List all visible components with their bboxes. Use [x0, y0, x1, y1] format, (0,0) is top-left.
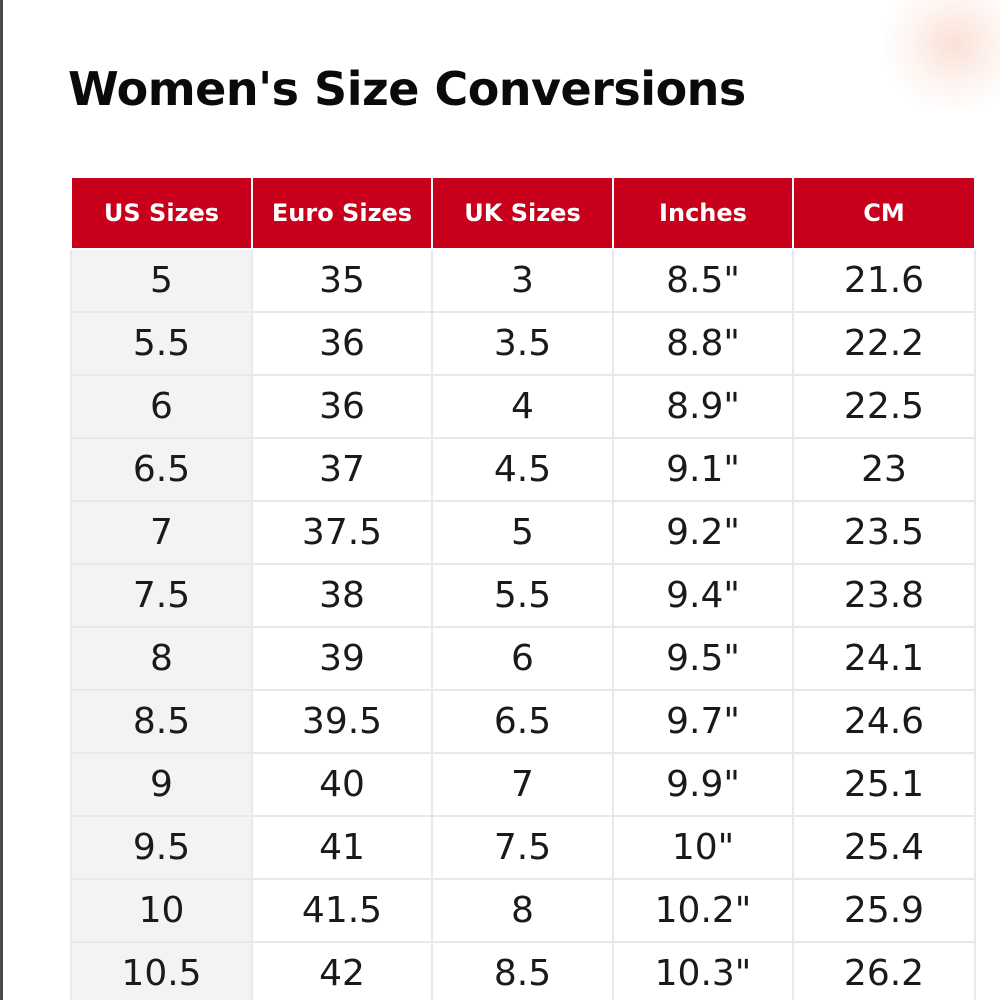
cm-cell: 25.1 — [792, 752, 976, 817]
table-row: 10.5 42 8.5 10.3" 26.2 — [70, 941, 976, 1000]
table-row: 9 40 7 9.9" 25.1 — [70, 752, 976, 817]
euro-size-cell: 35 — [251, 248, 433, 313]
uk-size-cell: 5 — [431, 500, 614, 565]
euro-size-cell: 37 — [251, 437, 433, 502]
table-row: 7 37.5 5 9.2" 23.5 — [70, 500, 976, 565]
us-size-cell: 8 — [70, 626, 253, 691]
inches-cell: 9.2" — [612, 500, 794, 565]
page-title: Women's Size Conversions — [68, 62, 746, 116]
inches-cell: 8.5" — [612, 248, 794, 313]
us-size-cell: 7.5 — [70, 563, 253, 628]
euro-size-cell: 36 — [251, 374, 433, 439]
uk-size-cell: 7 — [431, 752, 614, 817]
uk-size-cell: 6.5 — [431, 689, 614, 754]
inches-cell: 10.3" — [612, 941, 794, 1000]
column-header-uk-sizes: UK Sizes — [431, 176, 614, 250]
inches-cell: 8.8" — [612, 311, 794, 376]
table-row: 7.5 38 5.5 9.4" 23.8 — [70, 563, 976, 628]
uk-size-cell: 3 — [431, 248, 614, 313]
cm-cell: 24.6 — [792, 689, 976, 754]
cm-cell: 22.2 — [792, 311, 976, 376]
euro-size-cell: 39.5 — [251, 689, 433, 754]
euro-size-cell: 38 — [251, 563, 433, 628]
us-size-cell: 9 — [70, 752, 253, 817]
inches-cell: 9.1" — [612, 437, 794, 502]
euro-size-cell: 39 — [251, 626, 433, 691]
uk-size-cell: 8.5 — [431, 941, 614, 1000]
table-row: 8.5 39.5 6.5 9.7" 24.6 — [70, 689, 976, 754]
us-size-cell: 10 — [70, 878, 253, 943]
page-left-border — [0, 0, 3, 1000]
inches-cell: 9.9" — [612, 752, 794, 817]
inches-cell: 8.9" — [612, 374, 794, 439]
column-header-cm: CM — [792, 176, 976, 250]
table-body: 5 35 3 8.5" 21.6 5.5 36 3.5 8.8" 22.2 6 36 4 8.9" 22.5… — [70, 248, 976, 1000]
us-size-cell: 7 — [70, 500, 253, 565]
uk-size-cell: 8 — [431, 878, 614, 943]
inches-cell: 10" — [612, 815, 794, 880]
us-size-cell: 5.5 — [70, 311, 253, 376]
uk-size-cell: 6 — [431, 626, 614, 691]
table-row: 10 41.5 8 10.2" 25.9 — [70, 878, 976, 943]
table-row: 6.5 37 4.5 9.1" 23 — [70, 437, 976, 502]
table-header-row: US Sizes Euro Sizes UK Sizes Inches CM — [70, 176, 976, 250]
cm-cell: 23.8 — [792, 563, 976, 628]
euro-size-cell: 41 — [251, 815, 433, 880]
us-size-cell: 6.5 — [70, 437, 253, 502]
us-size-cell: 6 — [70, 374, 253, 439]
euro-size-cell: 40 — [251, 752, 433, 817]
uk-size-cell: 4 — [431, 374, 614, 439]
cm-cell: 25.9 — [792, 878, 976, 943]
us-size-cell: 8.5 — [70, 689, 253, 754]
cm-cell: 25.4 — [792, 815, 976, 880]
corner-smudge — [885, 0, 1000, 110]
uk-size-cell: 3.5 — [431, 311, 614, 376]
table-row: 9.5 41 7.5 10" 25.4 — [70, 815, 976, 880]
cm-cell: 22.5 — [792, 374, 976, 439]
cm-cell: 21.6 — [792, 248, 976, 313]
us-size-cell: 10.5 — [70, 941, 253, 1000]
euro-size-cell: 36 — [251, 311, 433, 376]
euro-size-cell: 41.5 — [251, 878, 433, 943]
cm-cell: 23.5 — [792, 500, 976, 565]
uk-size-cell: 7.5 — [431, 815, 614, 880]
table-header: US Sizes Euro Sizes UK Sizes Inches CM — [70, 176, 976, 250]
inches-cell: 9.4" — [612, 563, 794, 628]
size-conversion-table: US Sizes Euro Sizes UK Sizes Inches CM 5… — [70, 176, 976, 1000]
table-row: 8 39 6 9.5" 24.1 — [70, 626, 976, 691]
table-row: 5.5 36 3.5 8.8" 22.2 — [70, 311, 976, 376]
inches-cell: 9.7" — [612, 689, 794, 754]
uk-size-cell: 4.5 — [431, 437, 614, 502]
table-row: 6 36 4 8.9" 22.5 — [70, 374, 976, 439]
column-header-euro-sizes: Euro Sizes — [251, 176, 433, 250]
table-row: 5 35 3 8.5" 21.6 — [70, 248, 976, 313]
uk-size-cell: 5.5 — [431, 563, 614, 628]
column-header-us-sizes: US Sizes — [70, 176, 253, 250]
cm-cell: 24.1 — [792, 626, 976, 691]
us-size-cell: 9.5 — [70, 815, 253, 880]
inches-cell: 10.2" — [612, 878, 794, 943]
us-size-cell: 5 — [70, 248, 253, 313]
inches-cell: 9.5" — [612, 626, 794, 691]
euro-size-cell: 37.5 — [251, 500, 433, 565]
cm-cell: 26.2 — [792, 941, 976, 1000]
column-header-inches: Inches — [612, 176, 794, 250]
cm-cell: 23 — [792, 437, 976, 502]
euro-size-cell: 42 — [251, 941, 433, 1000]
